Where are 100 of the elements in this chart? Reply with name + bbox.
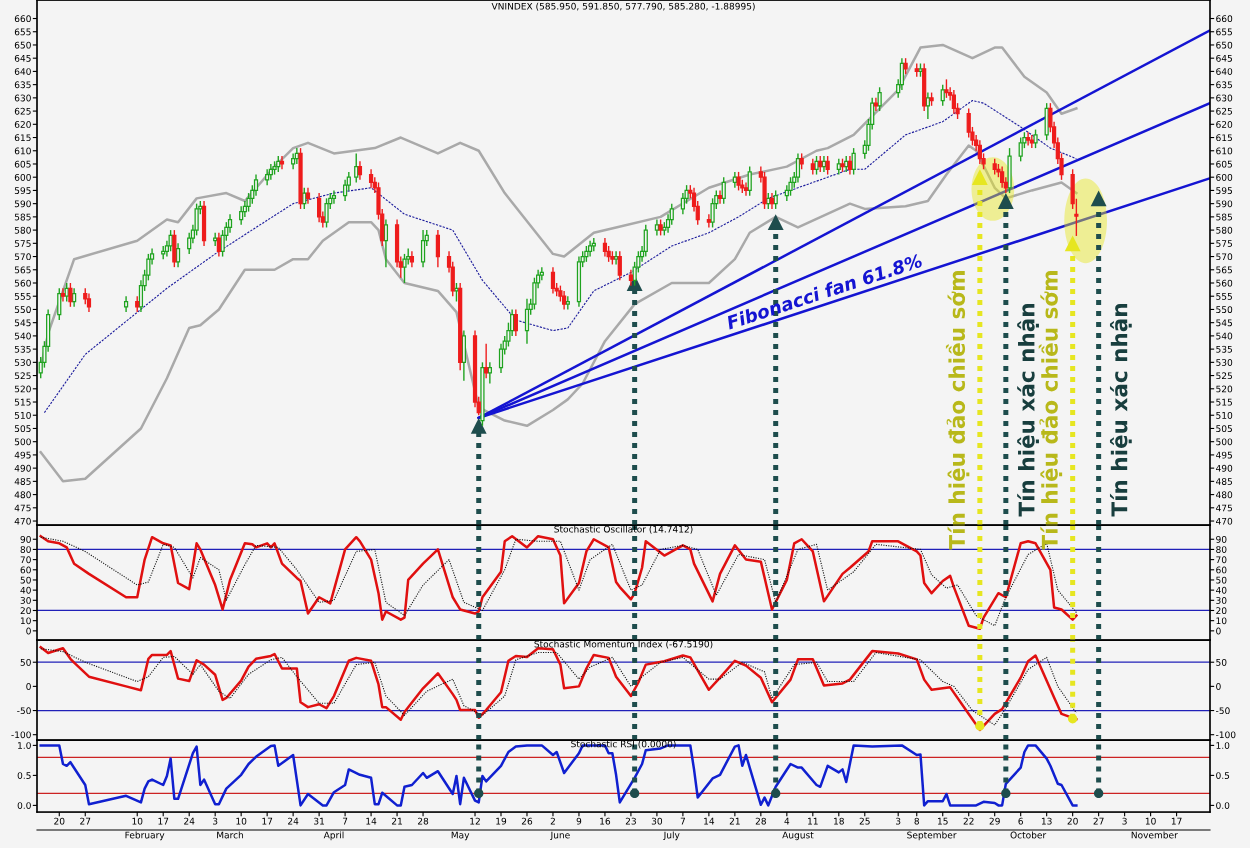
y2-tick-label: 0.5 <box>1216 772 1230 779</box>
x-tick-label: 23 <box>625 817 636 825</box>
x2-tick-label: October <box>1010 831 1047 839</box>
y-tick-label: 20 <box>20 607 31 615</box>
y2-tick-label: 535 <box>1216 345 1232 353</box>
x-tick-label: 6 <box>1018 817 1023 825</box>
y2-tick-label: 495 <box>1216 451 1232 459</box>
y2-tick-label: 70 <box>1216 556 1227 564</box>
y-tick-label: 505 <box>14 425 31 433</box>
annotation: Tín hiệu đảo chiều sớm <box>1038 271 1063 550</box>
y2-tick-label: 640 <box>1216 68 1233 75</box>
y-tick-label: 490 <box>14 464 31 472</box>
x-tick-label: 12 <box>470 817 480 825</box>
y2-tick-label: 580 <box>1216 226 1233 234</box>
x2-tick-label: February <box>125 831 165 841</box>
x-tick-label: 19 <box>496 817 507 825</box>
y-tick-label: 475 <box>14 504 31 512</box>
y2-tick-label: 500 <box>1216 438 1233 446</box>
x-tick-label: 18 <box>834 817 844 825</box>
x-tick-label: 17 <box>262 817 273 825</box>
y-tick-label: 540 <box>14 332 31 340</box>
y-tick-label: 575 <box>14 240 31 247</box>
y2-tick-label: 605 <box>1216 160 1232 168</box>
y-tick-label: 1.0 <box>18 742 31 749</box>
y2-tick-label: 20 <box>1216 607 1227 615</box>
y-tick-label: 480 <box>14 491 31 499</box>
y-tick-label: 470 <box>14 517 31 525</box>
y2-tick-label: 480 <box>1216 491 1233 499</box>
y-tick-label: 630 <box>14 94 31 102</box>
x-tick-label: 3 <box>1122 817 1127 825</box>
y-tick-label: 555 <box>14 293 31 300</box>
y-tick-label: 570 <box>14 253 31 261</box>
y2-tick-label: 80 <box>1216 546 1227 553</box>
y2-tick-label: 10 <box>1216 617 1227 625</box>
y-tick-label: 0.0 <box>17 802 31 809</box>
y-tick-label: 70 <box>20 556 31 564</box>
y2-tick-label: 635 <box>1216 81 1232 89</box>
x-tick-label: 11 <box>808 817 818 825</box>
y-tick-label: 605 <box>14 160 31 168</box>
x-tick-label: 10 <box>1145 817 1156 825</box>
x-tick-label: 17 <box>158 817 169 825</box>
x-tick-label: 15 <box>937 817 948 825</box>
x-tick-label: 21 <box>729 817 740 825</box>
y-tick-label: 60 <box>20 566 31 574</box>
y2-tick-label: 1.0 <box>1216 742 1230 749</box>
y2-tick-label: 90 <box>1216 535 1227 543</box>
x-tick-label: 4 <box>784 817 790 825</box>
x-tick-label: 24 <box>288 817 299 825</box>
y2-tick-label: 40 <box>1216 586 1227 594</box>
y2-tick-label: 610 <box>1216 147 1233 155</box>
y-tick-label: 565 <box>14 266 31 274</box>
x2-tick-label: May <box>451 831 470 841</box>
x-tick-label: 28 <box>417 817 429 825</box>
y2-tick-label: 485 <box>1216 478 1232 485</box>
y2-tick-label: 595 <box>1216 187 1232 194</box>
y2-tick-label: 585 <box>1216 213 1232 221</box>
x-tick-label: 30 <box>651 817 663 825</box>
y-tick-label: 0 <box>26 683 31 690</box>
chart-title: Stochastic Momentum Index (-67.5190) <box>534 640 713 649</box>
y2-tick-label: 60 <box>1216 566 1227 574</box>
y2-tick-label: 515 <box>1216 398 1232 406</box>
y-tick-label: 620 <box>14 121 31 128</box>
y-tick-label: 590 <box>14 200 31 208</box>
y2-tick-label: 570 <box>1216 253 1233 261</box>
y2-tick-label: 660 <box>1216 15 1233 23</box>
x-tick-label: 20 <box>54 817 65 825</box>
y-tick-label: 50 <box>20 576 31 584</box>
x-tick-label: 29 <box>989 817 1000 825</box>
y-tick-label: 50 <box>20 658 31 666</box>
y2-tick-label: 650 <box>1216 41 1233 49</box>
y-tick-label: 545 <box>14 319 31 327</box>
y2-tick-label: 630 <box>1216 94 1233 102</box>
x-tick-label: 9 <box>576 817 582 825</box>
y-tick-label: 550 <box>14 306 31 313</box>
y2-tick-label: 615 <box>1216 134 1232 142</box>
x2-tick-label: August <box>782 831 814 841</box>
y2-tick-label: 520 <box>1216 385 1233 393</box>
y-tick-label: 625 <box>14 107 31 115</box>
y-tick-label: 595 <box>14 187 31 194</box>
chart-title: VNINDEX (585.950, 591.850, 577.790, 585.280, -1.88995) <box>491 2 755 11</box>
y2-tick-label: 645 <box>1216 54 1232 62</box>
x-tick-label: 13 <box>1041 817 1052 825</box>
x-tick-label: 10 <box>236 817 247 825</box>
y2-tick-label: 555 <box>1216 293 1232 300</box>
y2-tick-label: 550 <box>1216 306 1233 313</box>
y2-tick-label: 540 <box>1216 332 1233 340</box>
y2-tick-label: 575 <box>1216 240 1232 247</box>
y-tick-label: 655 <box>14 28 31 36</box>
y2-tick-label: 525 <box>1216 372 1232 380</box>
y-tick-label: 40 <box>20 586 31 594</box>
annotation: Tín hiệu xác nhận <box>1109 304 1132 517</box>
x-tick-label: 25 <box>859 817 870 825</box>
y2-tick-label: 560 <box>1216 279 1233 287</box>
x-tick-label: 7 <box>680 817 685 825</box>
y-tick-label: -50 <box>17 707 31 715</box>
x-tick-label: 3 <box>212 817 218 825</box>
x2-tick-label: September <box>907 831 957 841</box>
x2-tick-label: April <box>323 831 344 841</box>
y2-tick-label: 0.0 <box>1216 802 1230 809</box>
y2-tick-label: 505 <box>1216 425 1232 433</box>
